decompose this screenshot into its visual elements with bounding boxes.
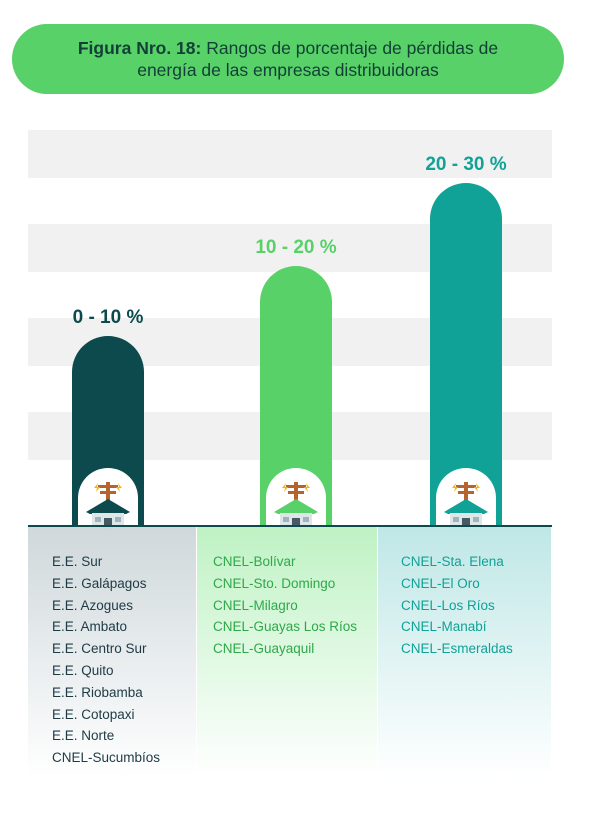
list-item: CNEL-Bolívar: [213, 554, 296, 569]
list-item: E.E. Azogues: [52, 597, 134, 613]
title-line-2: energía de las empresas distribuidoras: [137, 60, 439, 80]
list-item: E.E. Sur: [52, 554, 103, 569]
list-item: CNEL-Guayaquil: [213, 641, 315, 657]
title-line-1: Rangos de porcentaje de pérdidas de: [206, 38, 499, 58]
list-item: E.E. Cotopaxi: [52, 706, 135, 722]
figure-title: Figura Nro. 18: Rangos de porcentaje de …: [12, 24, 564, 94]
list-item: CNEL-Sucumbíos: [52, 750, 161, 766]
list-item: E.E. Ambato: [52, 619, 128, 635]
list-item: CNEL-El Oro: [401, 575, 480, 591]
figure-number: Figura Nro. 18:: [77, 38, 202, 58]
list-item: E.E. Riobamba: [52, 684, 143, 700]
list-item: E.E. Galápagos: [52, 575, 147, 591]
list-item: CNEL-Sta. Elena: [401, 554, 504, 569]
list-item: CNEL-Guayas Los Ríos: [213, 619, 358, 635]
list-item: E.E. Quito: [52, 662, 114, 678]
company-list-2: CNEL-Bolívar CNEL-Sto. Domingo CNEL-Milagr…: [213, 551, 357, 660]
group-panel-2: [197, 527, 377, 777]
company-list-1: E.E. Sur E.E. Galápagos E.E. Azogues E.E. A…: [52, 551, 160, 769]
stripe: [28, 130, 552, 178]
list-item: E.E. Centro Sur: [52, 641, 147, 657]
bar-label-2: 10 - 20 %: [255, 237, 337, 258]
list-item: CNEL-Milagro: [213, 597, 298, 613]
group-panel-1: [28, 527, 196, 777]
list-item: CNEL-Los Ríos: [401, 597, 495, 613]
list-item: E.E. Norte: [52, 728, 115, 744]
list-item: CNEL-Manabí: [401, 619, 487, 635]
bar-label-3: 20 - 30 %: [425, 154, 507, 175]
list-item: CNEL-Esmeraldas: [401, 641, 513, 657]
group-panel-3: [378, 527, 551, 777]
list-item: CNEL-Sto. Domingo: [213, 575, 336, 591]
baseline: [28, 525, 552, 527]
bar-label-1: 0 - 10 %: [72, 307, 144, 328]
company-list-3: CNEL-Sta. Elena CNEL-El Oro CNEL-Los Ríos C…: [401, 551, 513, 660]
